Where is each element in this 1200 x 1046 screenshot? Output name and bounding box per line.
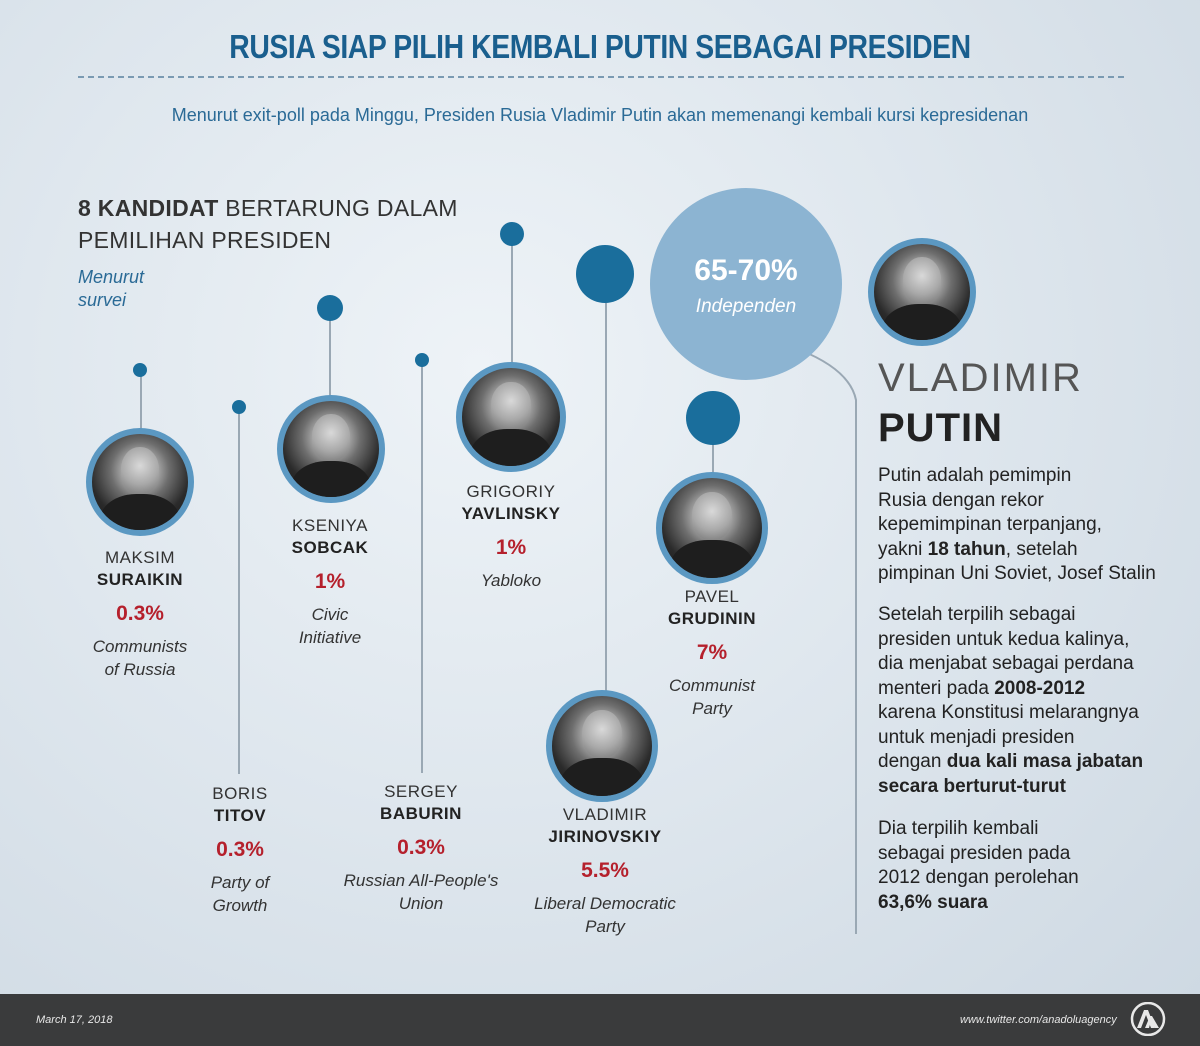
dot-suraikin: [133, 363, 147, 377]
first-name: GRIGORIY: [466, 482, 556, 501]
party-name: Yabloko: [480, 571, 542, 590]
survey-line2: survei: [78, 290, 127, 310]
dot-jirinovskiy: [576, 245, 634, 303]
candidate-sobcak: KSENIYA SOBCAK 1% Civic Initiative: [230, 515, 430, 649]
photo-suraikin: [86, 428, 194, 536]
stem-baburin: [421, 365, 423, 773]
putin-last-name: PUTIN: [878, 406, 1003, 450]
heading-bold: 8 KANDIDAT: [78, 195, 219, 221]
last-name: SOBCAK: [291, 538, 369, 557]
vote-percent: 1%: [314, 570, 346, 593]
first-name: PAVEL: [684, 587, 740, 606]
last-name: GRUDININ: [667, 609, 757, 628]
stem-sobcak: [329, 318, 331, 398]
putin-percent-bubble: 65-70% Independen: [650, 188, 842, 380]
dot-yavlinsky: [500, 222, 524, 246]
first-name: MAKSIM: [104, 548, 176, 567]
party-name: Communists of Russia: [92, 637, 188, 679]
putin-paragraph-3: Dia terpilih kembali sebagai presiden pa…: [878, 818, 1079, 913]
photo-jirinovskiy: [546, 690, 658, 802]
vote-percent: 5.5%: [581, 859, 629, 882]
survey-note: Menurut survei: [78, 266, 144, 312]
stem-yavlinsky: [511, 243, 513, 365]
last-name: YAVLINSKY: [461, 504, 561, 523]
party-name: Civic Initiative: [298, 605, 362, 647]
candidate-titov: BORIS TITOV 0.3% Party of Growth: [140, 783, 340, 917]
vote-percent: 7%: [696, 641, 728, 664]
last-name: TITOV: [213, 806, 267, 825]
stem-suraikin: [140, 375, 142, 433]
candidate-yavlinsky: GRIGORIY YAVLINSKY 1% Yabloko: [411, 481, 611, 592]
last-name: BABURIN: [380, 804, 462, 823]
party-name: Russian All-People's Union: [343, 871, 499, 913]
candidate-baburin: SERGEY BABURIN 0.3% Russian All-People's…: [318, 781, 524, 915]
stem-grudinin: [712, 436, 714, 476]
putin-connector: [799, 349, 857, 934]
dot-titov: [232, 400, 246, 414]
footer-twitter-link[interactable]: www.twitter.com/anadoluagency: [960, 1014, 1117, 1026]
candidate-grudinin: PAVEL GRUDININ 7% Communist Party: [612, 586, 812, 720]
putin-party: Independen: [695, 296, 797, 317]
dot-baburin: [415, 353, 429, 367]
first-name: VLADIMIR: [562, 805, 648, 824]
vote-percent: 0.3%: [397, 836, 445, 859]
first-name: KSENIYA: [292, 516, 368, 535]
stem-titov: [238, 412, 240, 774]
putin-paragraph-1: Putin adalah pemimpin Rusia dengan rekor…: [878, 465, 1156, 584]
page-subtitle: Menurut exit-poll pada Minggu, Presiden …: [171, 105, 1029, 125]
section-heading: 8 KANDIDAT BERTARUNG DALAM PEMILIHAN PRE…: [78, 192, 458, 256]
candidate-jirinovskiy: VLADIMIR JIRINOVSKIY 5.5% Liberal Democr…: [490, 804, 720, 938]
photo-grudinin: [656, 472, 768, 584]
dot-grudinin: [686, 391, 740, 445]
last-name: JIRINOVSKIY: [548, 827, 662, 846]
title-divider: [78, 76, 1124, 78]
survey-line1: Menurut: [78, 267, 145, 287]
heading-line2: PEMILIHAN PRESIDEN: [78, 227, 332, 253]
last-name: SURAIKIN: [96, 570, 184, 589]
photo-sobcak: [277, 395, 385, 503]
footer-bar: [0, 994, 1200, 1046]
footer-date: March 17, 2018: [36, 1014, 113, 1026]
putin-first-name: VLADIMIR: [878, 356, 1083, 400]
first-name: BORIS: [212, 784, 268, 803]
stem-jirinovskiy: [605, 300, 607, 700]
heading-rest: BERTARUNG DALAM: [218, 195, 458, 221]
party-name: Communist Party: [669, 676, 755, 718]
photo-yavlinsky: [456, 362, 566, 472]
dot-sobcak: [317, 295, 343, 321]
putin-paragraph-2: Setelah terpilih sebagai presiden untuk …: [878, 604, 1144, 797]
candidate-suraikin: MAKSIM SURAIKIN 0.3% Communists of Russia: [40, 547, 240, 681]
photo-putin: [868, 238, 976, 346]
vote-percent: 1%: [495, 536, 527, 559]
putin-percent: 65-70%: [694, 254, 798, 287]
vote-percent: 0.3%: [216, 838, 264, 861]
first-name: SERGEY: [384, 782, 458, 801]
party-name: Liberal Democratic Party: [534, 894, 676, 936]
party-name: Party of Growth: [210, 873, 270, 915]
vote-percent: 0.3%: [116, 602, 164, 625]
anadolu-logo-icon: [1130, 1002, 1166, 1036]
page-title: RUSIA SIAP PILIH KEMBALI PUTIN SEBAGAI P…: [229, 28, 971, 65]
